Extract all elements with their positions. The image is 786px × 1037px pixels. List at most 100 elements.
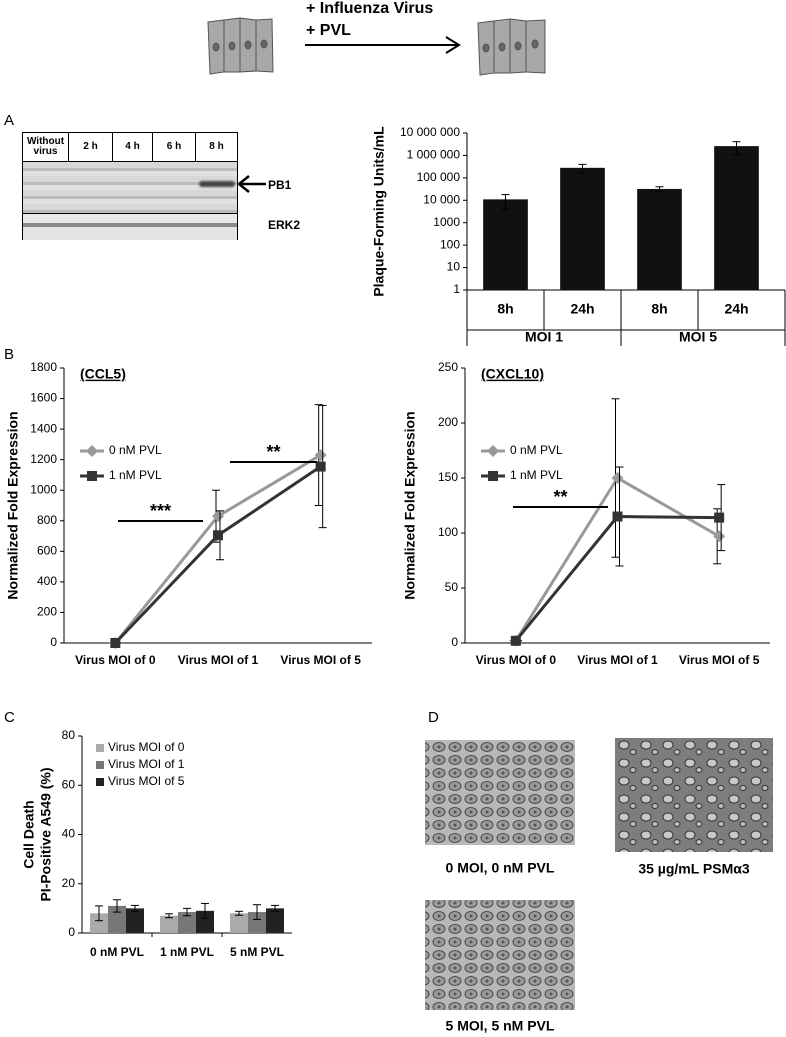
micrograph-caption: 5 MOI, 5 nM PVL bbox=[446, 1018, 555, 1034]
x-tick-label: Virus MOI of 0 bbox=[476, 653, 557, 667]
y-tick-label: 0 bbox=[68, 925, 75, 939]
band-label: ERK2 bbox=[268, 218, 300, 232]
bar bbox=[178, 912, 196, 933]
y-axis-label: Normalized Fold Expression bbox=[402, 411, 418, 599]
y-axis-label: Normalized Fold Expression bbox=[5, 411, 21, 599]
panel-label: C bbox=[4, 709, 15, 726]
y-tick-label: 1000 bbox=[30, 482, 57, 496]
significance-label: ** bbox=[553, 487, 567, 507]
point bbox=[487, 445, 499, 457]
x-tick-label: 5 nM PVL bbox=[230, 945, 284, 959]
y-tick-label: 100 bbox=[438, 525, 458, 539]
point bbox=[488, 471, 498, 481]
group-label: MOI 5 bbox=[679, 329, 717, 345]
legend-label: 1 nM PVL bbox=[510, 468, 563, 482]
y-tick-label: 10 000 000 bbox=[400, 125, 460, 139]
band-arrow bbox=[236, 175, 266, 193]
point bbox=[714, 512, 725, 523]
lane-label: Without virus bbox=[23, 133, 69, 161]
y-tick-label: 1400 bbox=[30, 421, 57, 435]
western-blot: Without virus 2 h 4 h 6 h 8 h bbox=[22, 132, 238, 240]
point bbox=[110, 638, 121, 648]
micrograph-caption: 35 µg/mL PSMα3 bbox=[638, 861, 750, 877]
point bbox=[510, 635, 521, 646]
y-tick-label: 20 bbox=[62, 876, 76, 890]
y-tick-label: 100 bbox=[440, 237, 460, 251]
blot-band bbox=[199, 181, 235, 187]
micrograph bbox=[425, 900, 575, 1010]
x-tick-label: 0 nM PVL bbox=[90, 945, 144, 959]
series-line bbox=[514, 514, 720, 642]
x-tick-label: 8h bbox=[651, 301, 667, 317]
y-tick-label: 600 bbox=[37, 544, 57, 558]
y-tick-label: 1 bbox=[453, 282, 460, 296]
point bbox=[87, 471, 97, 481]
bar bbox=[126, 908, 144, 933]
x-tick-label: Virus MOI of 5 bbox=[679, 653, 760, 667]
point bbox=[213, 530, 223, 541]
lane-label: 2 h bbox=[69, 133, 113, 161]
y-tick-label: 100 000 bbox=[417, 170, 461, 184]
bar bbox=[266, 908, 284, 933]
legend-label: Virus MOI of 0 bbox=[108, 740, 185, 754]
point bbox=[315, 461, 326, 472]
point bbox=[212, 510, 224, 523]
bar bbox=[230, 913, 248, 933]
bar bbox=[196, 910, 214, 933]
treatment-label: + Influenza Virus bbox=[306, 0, 433, 17]
micrograph-caption: 0 MOI, 0 nM PVL bbox=[446, 860, 555, 876]
y-axis-label: Plaque-Forming Units/mL bbox=[371, 126, 387, 297]
y-axis-label: Cell Death bbox=[21, 800, 37, 868]
micrograph bbox=[425, 740, 575, 845]
significance-label: *** bbox=[150, 501, 171, 521]
y-tick-label: 60 bbox=[62, 777, 76, 791]
y-tick-label: 800 bbox=[37, 513, 57, 527]
chart-title: (CCL5) bbox=[80, 366, 126, 382]
lane-label: 8 h bbox=[209, 141, 224, 152]
legend-label: 0 nM PVL bbox=[109, 443, 162, 457]
x-tick-label: 24h bbox=[724, 301, 748, 317]
y-tick-label: 10 000 bbox=[423, 192, 460, 206]
x-tick-label: Virus MOI of 1 bbox=[577, 653, 658, 667]
band-label: PB1 bbox=[268, 178, 292, 192]
y-tick-label: 40 bbox=[62, 827, 76, 841]
panel-label: A bbox=[4, 112, 14, 129]
blot-band-image bbox=[23, 161, 237, 214]
y-tick-label: 10 bbox=[447, 260, 461, 274]
y-tick-label: 50 bbox=[445, 580, 459, 594]
series-line bbox=[114, 453, 322, 644]
blot-band-image bbox=[23, 213, 237, 240]
y-tick-label: 0 bbox=[451, 635, 458, 649]
y-tick-label: 250 bbox=[438, 360, 458, 374]
panel-label: B bbox=[4, 346, 14, 363]
series-line bbox=[514, 475, 720, 642]
cell-layer-before bbox=[207, 17, 274, 75]
bar bbox=[108, 905, 126, 933]
y-tick-label: 1200 bbox=[30, 452, 57, 466]
treatment-label: + PVL bbox=[306, 22, 351, 39]
point bbox=[612, 511, 623, 522]
bar bbox=[637, 188, 682, 290]
x-tick-label: 1 nM PVL bbox=[160, 945, 214, 959]
y-tick-label: 1600 bbox=[30, 391, 57, 405]
y-tick-label: 200 bbox=[438, 415, 458, 429]
y-tick-label: 1 000 000 bbox=[407, 148, 461, 162]
legend-label: Virus MOI of 1 bbox=[108, 757, 185, 771]
x-tick-label: 24h bbox=[570, 301, 594, 317]
legend-label: 0 nM PVL bbox=[510, 443, 563, 457]
bar bbox=[248, 912, 266, 933]
x-tick-label: 8h bbox=[497, 301, 513, 317]
x-tick-label: Virus MOI of 5 bbox=[280, 653, 361, 667]
cell-layer-after bbox=[477, 18, 546, 76]
x-tick-label: Virus MOI of 1 bbox=[178, 653, 259, 667]
bar bbox=[90, 913, 108, 933]
lane-label: 4 h bbox=[113, 133, 153, 161]
treatment-arrow bbox=[305, 36, 461, 54]
y-tick-label: 200 bbox=[37, 605, 57, 619]
y-tick-label: 400 bbox=[37, 574, 57, 588]
legend-swatch bbox=[96, 744, 104, 752]
micrograph bbox=[615, 738, 773, 852]
legend-label: Virus MOI of 5 bbox=[108, 774, 185, 788]
